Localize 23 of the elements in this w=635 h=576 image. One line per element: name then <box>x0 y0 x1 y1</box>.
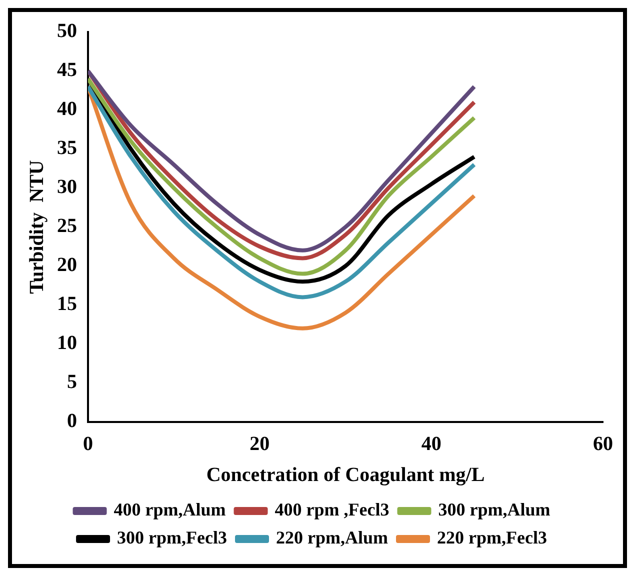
y-tick-label: 5 <box>67 371 77 394</box>
y-tick-label: 0 <box>67 410 77 432</box>
x-axis-title: Concetration of Coagulant mg/L <box>206 464 485 486</box>
x-tick-label: 20 <box>250 433 270 456</box>
legend-label: 300 rpm,Alum <box>438 500 550 520</box>
legend-label: 220 rpm,Alum <box>276 528 388 548</box>
legend-label: 400 rpm ,Fecl3 <box>274 500 390 520</box>
y-tick-label: 40 <box>57 98 77 120</box>
y-tick-label: 20 <box>57 254 77 276</box>
y-tick-label: 25 <box>57 215 77 238</box>
y-tick-label: 10 <box>57 332 77 354</box>
legend-label: 300 rpm,Fecl3 <box>117 528 227 548</box>
y-tick-label: 50 <box>57 20 77 42</box>
x-tick-label: 40 <box>421 433 442 456</box>
y-axis-title: Turbidity NTU <box>26 160 48 294</box>
legend-label: 220 rpm,Fecl3 <box>437 528 547 548</box>
x-tick-label: 60 <box>593 433 613 456</box>
y-tick-label: 15 <box>57 293 77 316</box>
x-tick-label: 0 <box>83 433 93 456</box>
y-tick-label: 35 <box>57 137 77 160</box>
y-tick-label: 30 <box>57 176 77 198</box>
legend-label: 400 rpm,Alum <box>114 500 226 520</box>
y-tick-label: 45 <box>57 59 77 82</box>
